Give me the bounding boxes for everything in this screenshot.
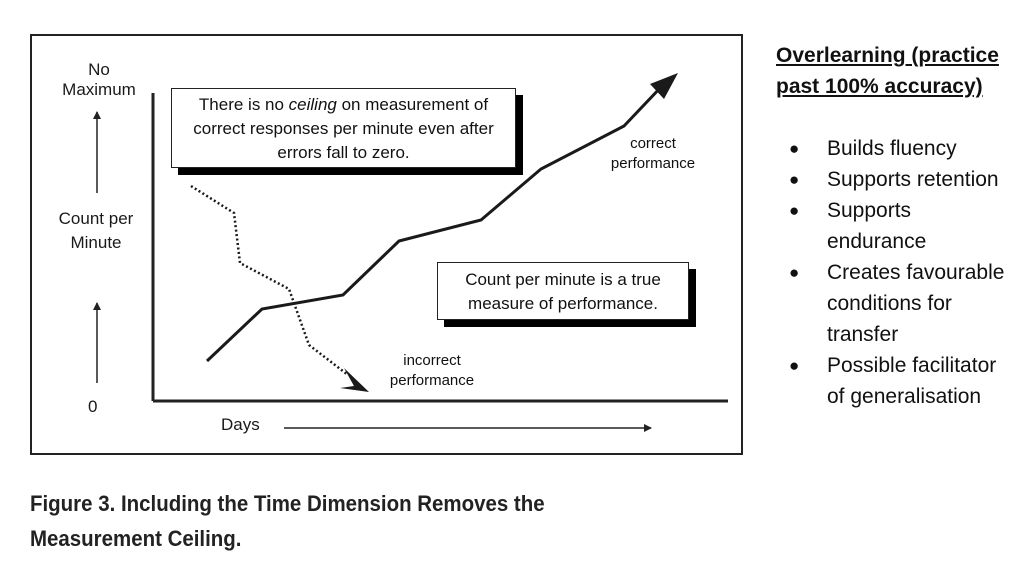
y-axis-top-label: No Maximum	[62, 60, 136, 99]
correct-performance-label: correct performance	[610, 135, 696, 172]
y-axis-label: Count per Minute	[58, 209, 134, 252]
ceiling-note-box: There is no ceiling on measurement of co…	[171, 88, 516, 168]
correct-performance-arrowhead	[650, 73, 678, 99]
sidebar: Overlearning (practice past 100% accurac…	[776, 40, 1006, 412]
bullet-item: Creates favourable conditions for transf…	[776, 257, 1006, 350]
bullet-item: Possible facilitator of generalisation	[776, 350, 1006, 412]
x-axis-label: Days	[221, 415, 260, 434]
incorrect-performance-label: incorrect performance	[389, 352, 475, 389]
incorrect-performance-line	[190, 184, 349, 376]
ceiling-emphasis: ceiling	[288, 95, 337, 114]
bullet-list: Builds fluency Supports retention Suppor…	[776, 133, 1006, 412]
ceiling-note-text: There is no ceiling on measurement of co…	[193, 95, 494, 162]
bullet-item: Supports retention	[776, 164, 1006, 195]
y-axis-zero-label: 0	[88, 397, 98, 416]
true-measure-note-box: Count per minute is a true measure of pe…	[437, 262, 689, 320]
true-measure-note-text: Count per minute is a true measure of pe…	[465, 270, 661, 313]
figure-caption: Figure 3. Including the Time Dimension R…	[30, 491, 545, 551]
bullet-item: Supports endurance	[776, 195, 1006, 257]
incorrect-performance-arrowhead	[340, 368, 369, 392]
figure-frame	[30, 34, 743, 455]
sidebar-title: Overlearning (practice past 100% accurac…	[776, 44, 999, 98]
bullet-item: Builds fluency	[776, 133, 1006, 164]
correct-performance-line	[205, 84, 664, 363]
